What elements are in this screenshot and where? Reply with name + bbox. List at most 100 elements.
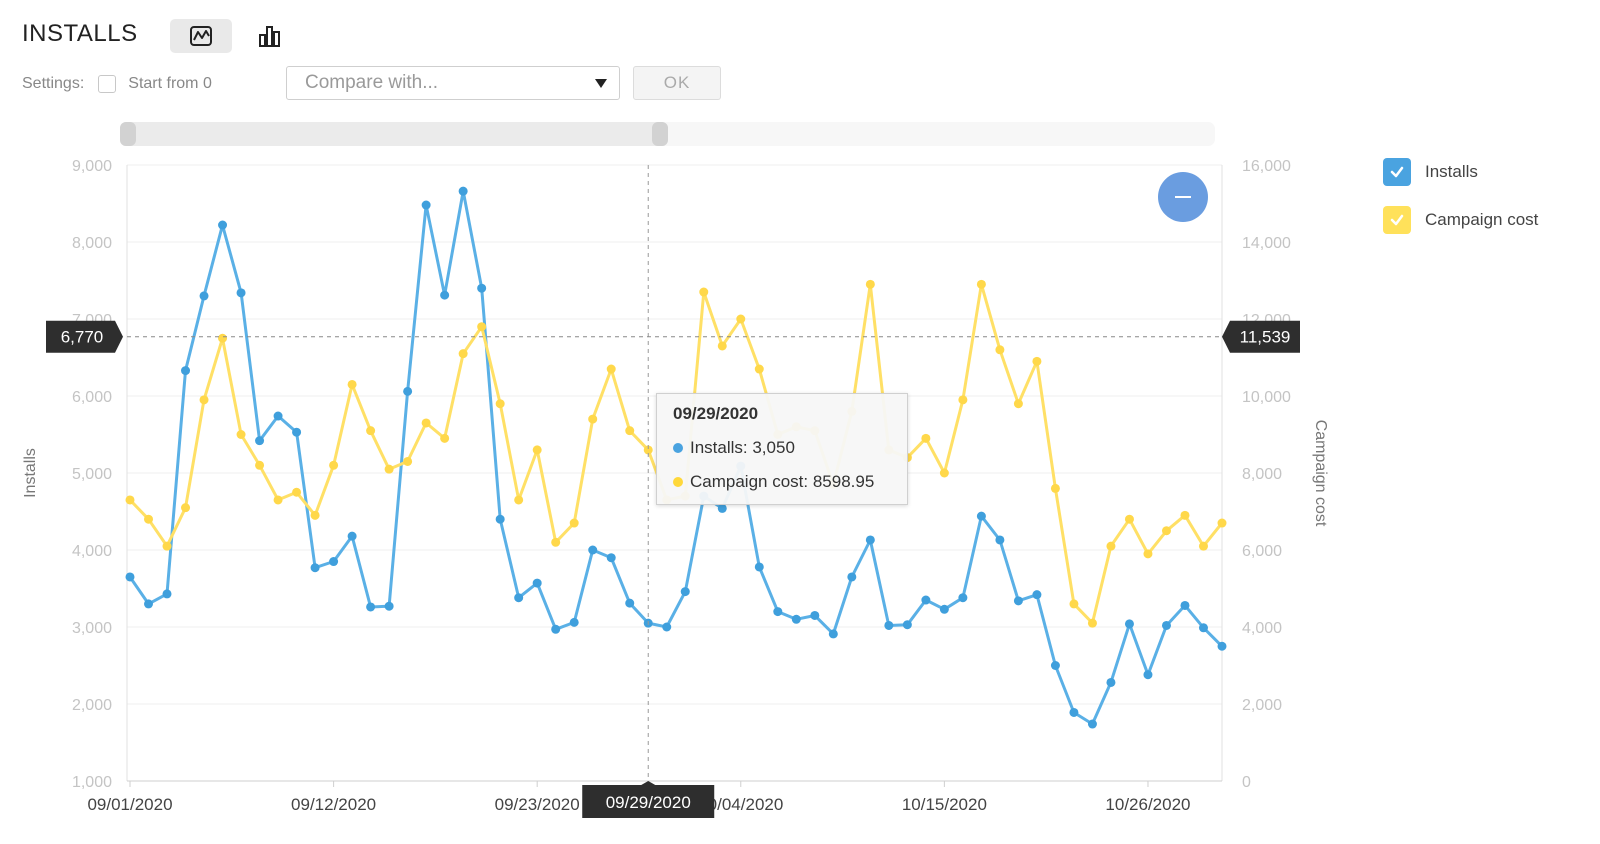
x-tick-label: 09/23/2020: [495, 795, 580, 814]
x-tick-label: 10/15/2020: [902, 795, 987, 814]
data-point-campaign-cost: [532, 445, 542, 455]
data-point-campaign-cost: [588, 414, 598, 424]
data-point-campaign-cost: [995, 345, 1005, 355]
legend-item-installs[interactable]: Installs: [1383, 158, 1538, 186]
data-point-campaign-cost: [551, 537, 561, 547]
data-point-installs: [625, 598, 635, 608]
caret-down-icon: [595, 79, 607, 88]
data-point-installs: [310, 563, 320, 573]
data-point-campaign-cost: [162, 541, 172, 551]
legend-item-campaign-cost[interactable]: Campaign cost: [1383, 206, 1538, 234]
data-point-installs: [125, 572, 135, 582]
ok-button[interactable]: OK: [633, 66, 721, 100]
data-point-campaign-cost: [181, 503, 191, 513]
data-point-installs: [939, 604, 949, 614]
data-point-installs: [680, 587, 690, 597]
data-point-campaign-cost: [921, 433, 931, 443]
data-point-campaign-cost: [625, 426, 635, 436]
data-point-installs: [1087, 719, 1097, 729]
zoom-out-button[interactable]: [1158, 172, 1208, 222]
data-point-installs: [976, 511, 986, 521]
tooltip-installs-row: Installs: 3,050: [673, 438, 891, 458]
data-point-campaign-cost: [440, 433, 450, 443]
y2-axis-title: Campaign cost: [1312, 420, 1329, 527]
data-point-campaign-cost: [1124, 514, 1134, 524]
data-point-campaign-cost: [717, 341, 727, 351]
data-point-campaign-cost: [1069, 599, 1079, 609]
data-point-installs: [810, 610, 820, 620]
data-point-installs: [199, 291, 209, 301]
y2-tick-label: 2,000: [1242, 697, 1282, 714]
legend-checkbox-installs[interactable]: [1383, 158, 1411, 186]
data-point-campaign-cost: [1087, 618, 1097, 628]
y-tick-label: 4,000: [72, 543, 112, 560]
crosshair-left-badge: [46, 320, 123, 353]
series-line-installs: [128, 189, 1224, 726]
data-point-installs: [921, 595, 931, 605]
range-handle-left[interactable]: [120, 122, 136, 146]
line-chart-icon: [190, 26, 212, 46]
legend-checkbox-campaign-cost[interactable]: [1383, 206, 1411, 234]
y-tick-label: 5,000: [72, 466, 112, 483]
line-chart-view-button[interactable]: [170, 19, 232, 53]
data-point-installs: [181, 366, 191, 376]
data-point-installs: [1032, 590, 1042, 600]
y2-tick-label: 4,000: [1242, 620, 1282, 637]
data-point-installs: [995, 535, 1005, 545]
x-tick-label: 09/12/2020: [291, 795, 376, 814]
data-point-campaign-cost: [1198, 541, 1208, 551]
data-point-campaign-cost: [125, 495, 135, 505]
data-point-installs: [495, 514, 505, 524]
data-point-installs: [144, 599, 154, 609]
y2-tick-label: 16,000: [1242, 158, 1291, 175]
legend-label-campaign-cost: Campaign cost: [1425, 210, 1539, 229]
data-point-campaign-cost: [606, 364, 616, 374]
data-point-installs: [773, 607, 783, 617]
cost-dot-icon: [673, 477, 683, 487]
crosshair-right-label: 11,539: [1240, 328, 1291, 347]
start-from-zero-label: Start from 0: [128, 75, 212, 92]
data-point-installs: [162, 589, 172, 599]
data-point-campaign-cost: [403, 456, 413, 466]
data-point-campaign-cost: [310, 510, 320, 520]
range-handle-right[interactable]: [652, 122, 668, 146]
data-point-installs: [440, 290, 450, 300]
check-icon: [1390, 166, 1404, 178]
data-point-installs: [1069, 707, 1079, 717]
data-point-installs: [1013, 596, 1023, 606]
tooltip-installs-text: Installs: 3,050: [690, 438, 795, 457]
data-point-installs: [329, 557, 339, 567]
data-point-installs: [292, 427, 302, 437]
y2-tick-label: 8,000: [1242, 466, 1282, 483]
data-point-installs: [347, 531, 357, 541]
data-point-campaign-cost: [199, 395, 209, 405]
tooltip-cost-row: Campaign cost: 8598.95: [673, 472, 891, 492]
compare-with-select[interactable]: Compare with...: [286, 66, 620, 100]
legend: Installs Campaign cost: [1383, 158, 1538, 254]
data-point-installs: [366, 602, 376, 612]
bar-chart-view-button[interactable]: [252, 19, 286, 53]
x-tick-label: 10/04/2020: [698, 795, 783, 814]
check-icon: [1390, 214, 1404, 226]
bar-chart-icon: [259, 26, 280, 47]
data-point-campaign-cost: [218, 333, 228, 343]
data-point-campaign-cost: [976, 279, 986, 289]
data-point-campaign-cost: [384, 464, 394, 474]
data-point-campaign-cost: [754, 364, 764, 374]
range-scroll-thumb[interactable]: [120, 122, 668, 146]
y-axis-title: Installs: [22, 448, 39, 498]
y2-tick-label: 6,000: [1242, 543, 1282, 560]
data-point-installs: [236, 288, 246, 298]
tooltip-date: 09/29/2020: [673, 404, 759, 423]
data-point-campaign-cost: [865, 279, 875, 289]
y-tick-label: 6,000: [72, 389, 112, 406]
data-point-installs: [865, 535, 875, 545]
data-point-installs: [273, 411, 283, 421]
data-point-campaign-cost: [255, 460, 265, 470]
x-tick-label: 10/26/2020: [1105, 795, 1190, 814]
x-tick-label: 09/01/2020: [87, 795, 172, 814]
settings-row: Settings: Start from 0: [22, 66, 212, 102]
start-from-zero-checkbox[interactable]: [98, 75, 117, 93]
crosshair-left-label: 6,770: [61, 328, 104, 347]
y2-tick-label: 0: [1242, 774, 1251, 791]
